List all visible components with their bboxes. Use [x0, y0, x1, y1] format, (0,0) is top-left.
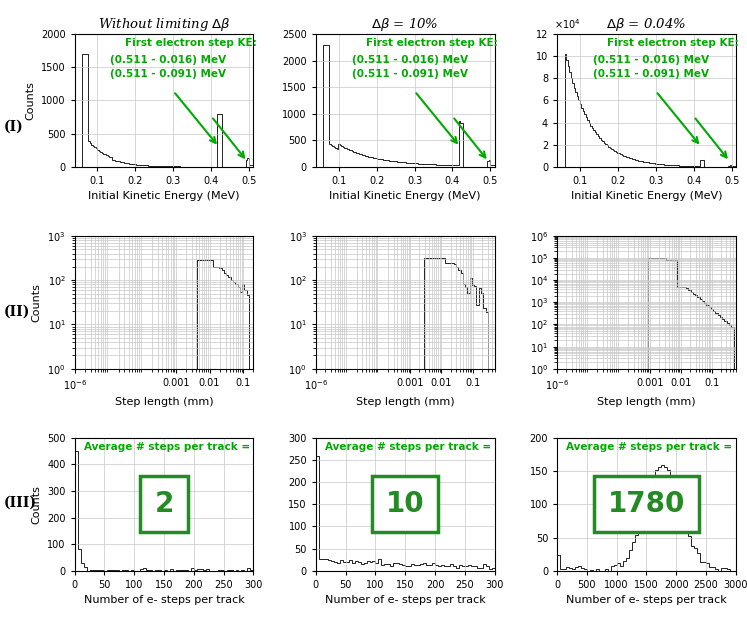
Text: Average # steps per track =: Average # steps per track =: [84, 442, 249, 452]
X-axis label: Initial Kinetic Energy (MeV): Initial Kinetic Energy (MeV): [329, 191, 481, 201]
Text: $\times10^4$: $\times10^4$: [554, 17, 580, 31]
Title: $\Delta\beta$ = 0.04%: $\Delta\beta$ = 0.04%: [607, 17, 686, 33]
X-axis label: Step length (mm): Step length (mm): [115, 397, 214, 407]
Title: $\Delta\beta$ = 10%: $\Delta\beta$ = 10%: [371, 17, 439, 33]
Text: Average # steps per track =: Average # steps per track =: [566, 442, 732, 452]
X-axis label: Initial Kinetic Energy (MeV): Initial Kinetic Energy (MeV): [571, 191, 722, 201]
Text: First electron step KE:: First electron step KE:: [366, 38, 498, 48]
Text: 2: 2: [155, 491, 174, 518]
X-axis label: Step length (mm): Step length (mm): [597, 397, 695, 407]
Text: First electron step KE:: First electron step KE:: [607, 38, 739, 48]
X-axis label: Initial Kinetic Energy (MeV): Initial Kinetic Energy (MeV): [88, 191, 240, 201]
Text: 10: 10: [386, 491, 424, 518]
Text: (II): (II): [4, 305, 30, 318]
Text: (0.511 - 0.016) MeV
(0.511 - 0.091) MeV: (0.511 - 0.016) MeV (0.511 - 0.091) MeV: [593, 55, 709, 79]
X-axis label: Number of e- steps per track: Number of e- steps per track: [566, 595, 727, 605]
Text: (III): (III): [4, 496, 37, 510]
Text: (0.511 - 0.016) MeV
(0.511 - 0.091) MeV: (0.511 - 0.016) MeV (0.511 - 0.091) MeV: [111, 55, 226, 79]
Title: Without limiting $\Delta\beta$: Without limiting $\Delta\beta$: [98, 17, 231, 33]
X-axis label: Step length (mm): Step length (mm): [356, 397, 455, 407]
X-axis label: Number of e- steps per track: Number of e- steps per track: [84, 595, 244, 605]
Text: 1780: 1780: [608, 491, 685, 518]
Y-axis label: Counts: Counts: [31, 283, 42, 322]
Y-axis label: Counts: Counts: [31, 485, 42, 524]
Y-axis label: Counts: Counts: [25, 81, 36, 120]
Text: (I): (I): [4, 120, 23, 133]
Text: First electron step KE:: First electron step KE:: [125, 38, 256, 48]
X-axis label: Number of e- steps per track: Number of e- steps per track: [325, 595, 486, 605]
Text: Average # steps per track =: Average # steps per track =: [325, 442, 491, 452]
Text: (0.511 - 0.016) MeV
(0.511 - 0.091) MeV: (0.511 - 0.016) MeV (0.511 - 0.091) MeV: [352, 55, 468, 79]
